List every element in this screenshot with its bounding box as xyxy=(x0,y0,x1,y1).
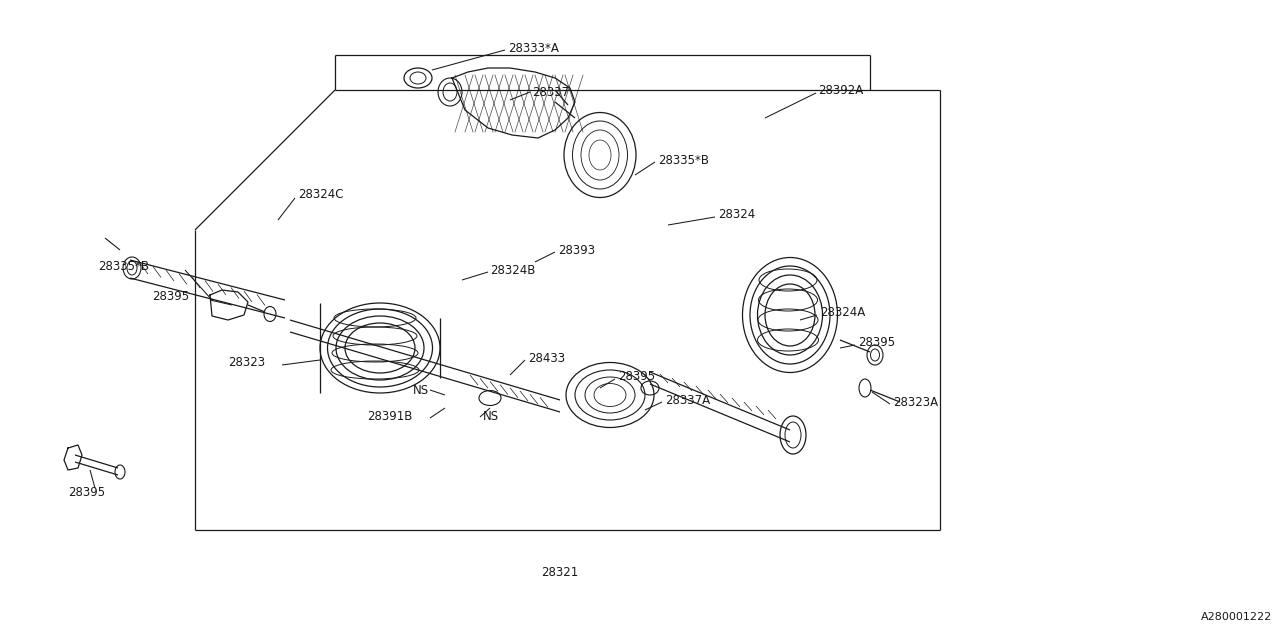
Text: 28337: 28337 xyxy=(532,86,570,99)
Text: 28324A: 28324A xyxy=(820,305,865,319)
Text: 28324: 28324 xyxy=(718,209,755,221)
Text: 28395: 28395 xyxy=(618,371,655,383)
Text: 28393: 28393 xyxy=(558,243,595,257)
Text: 28335*B: 28335*B xyxy=(99,260,148,273)
Text: 28321: 28321 xyxy=(541,566,579,579)
Text: 28337A: 28337A xyxy=(666,394,710,406)
Text: NS: NS xyxy=(413,383,429,397)
Text: NS: NS xyxy=(483,410,499,424)
Text: 28323A: 28323A xyxy=(893,396,938,408)
Text: 28335*B: 28335*B xyxy=(658,154,709,166)
Text: 28391B: 28391B xyxy=(367,410,412,424)
Text: 28433: 28433 xyxy=(529,351,566,365)
Text: A280001222: A280001222 xyxy=(1201,612,1272,622)
Text: 28392A: 28392A xyxy=(818,83,863,97)
Text: 28395: 28395 xyxy=(68,486,105,499)
Text: 28395: 28395 xyxy=(858,335,895,349)
Text: 28333*A: 28333*A xyxy=(508,42,559,54)
Text: 28324B: 28324B xyxy=(490,264,535,276)
Text: 28323: 28323 xyxy=(228,355,265,369)
Text: 28324C: 28324C xyxy=(298,189,343,202)
Text: 28395: 28395 xyxy=(152,291,189,303)
